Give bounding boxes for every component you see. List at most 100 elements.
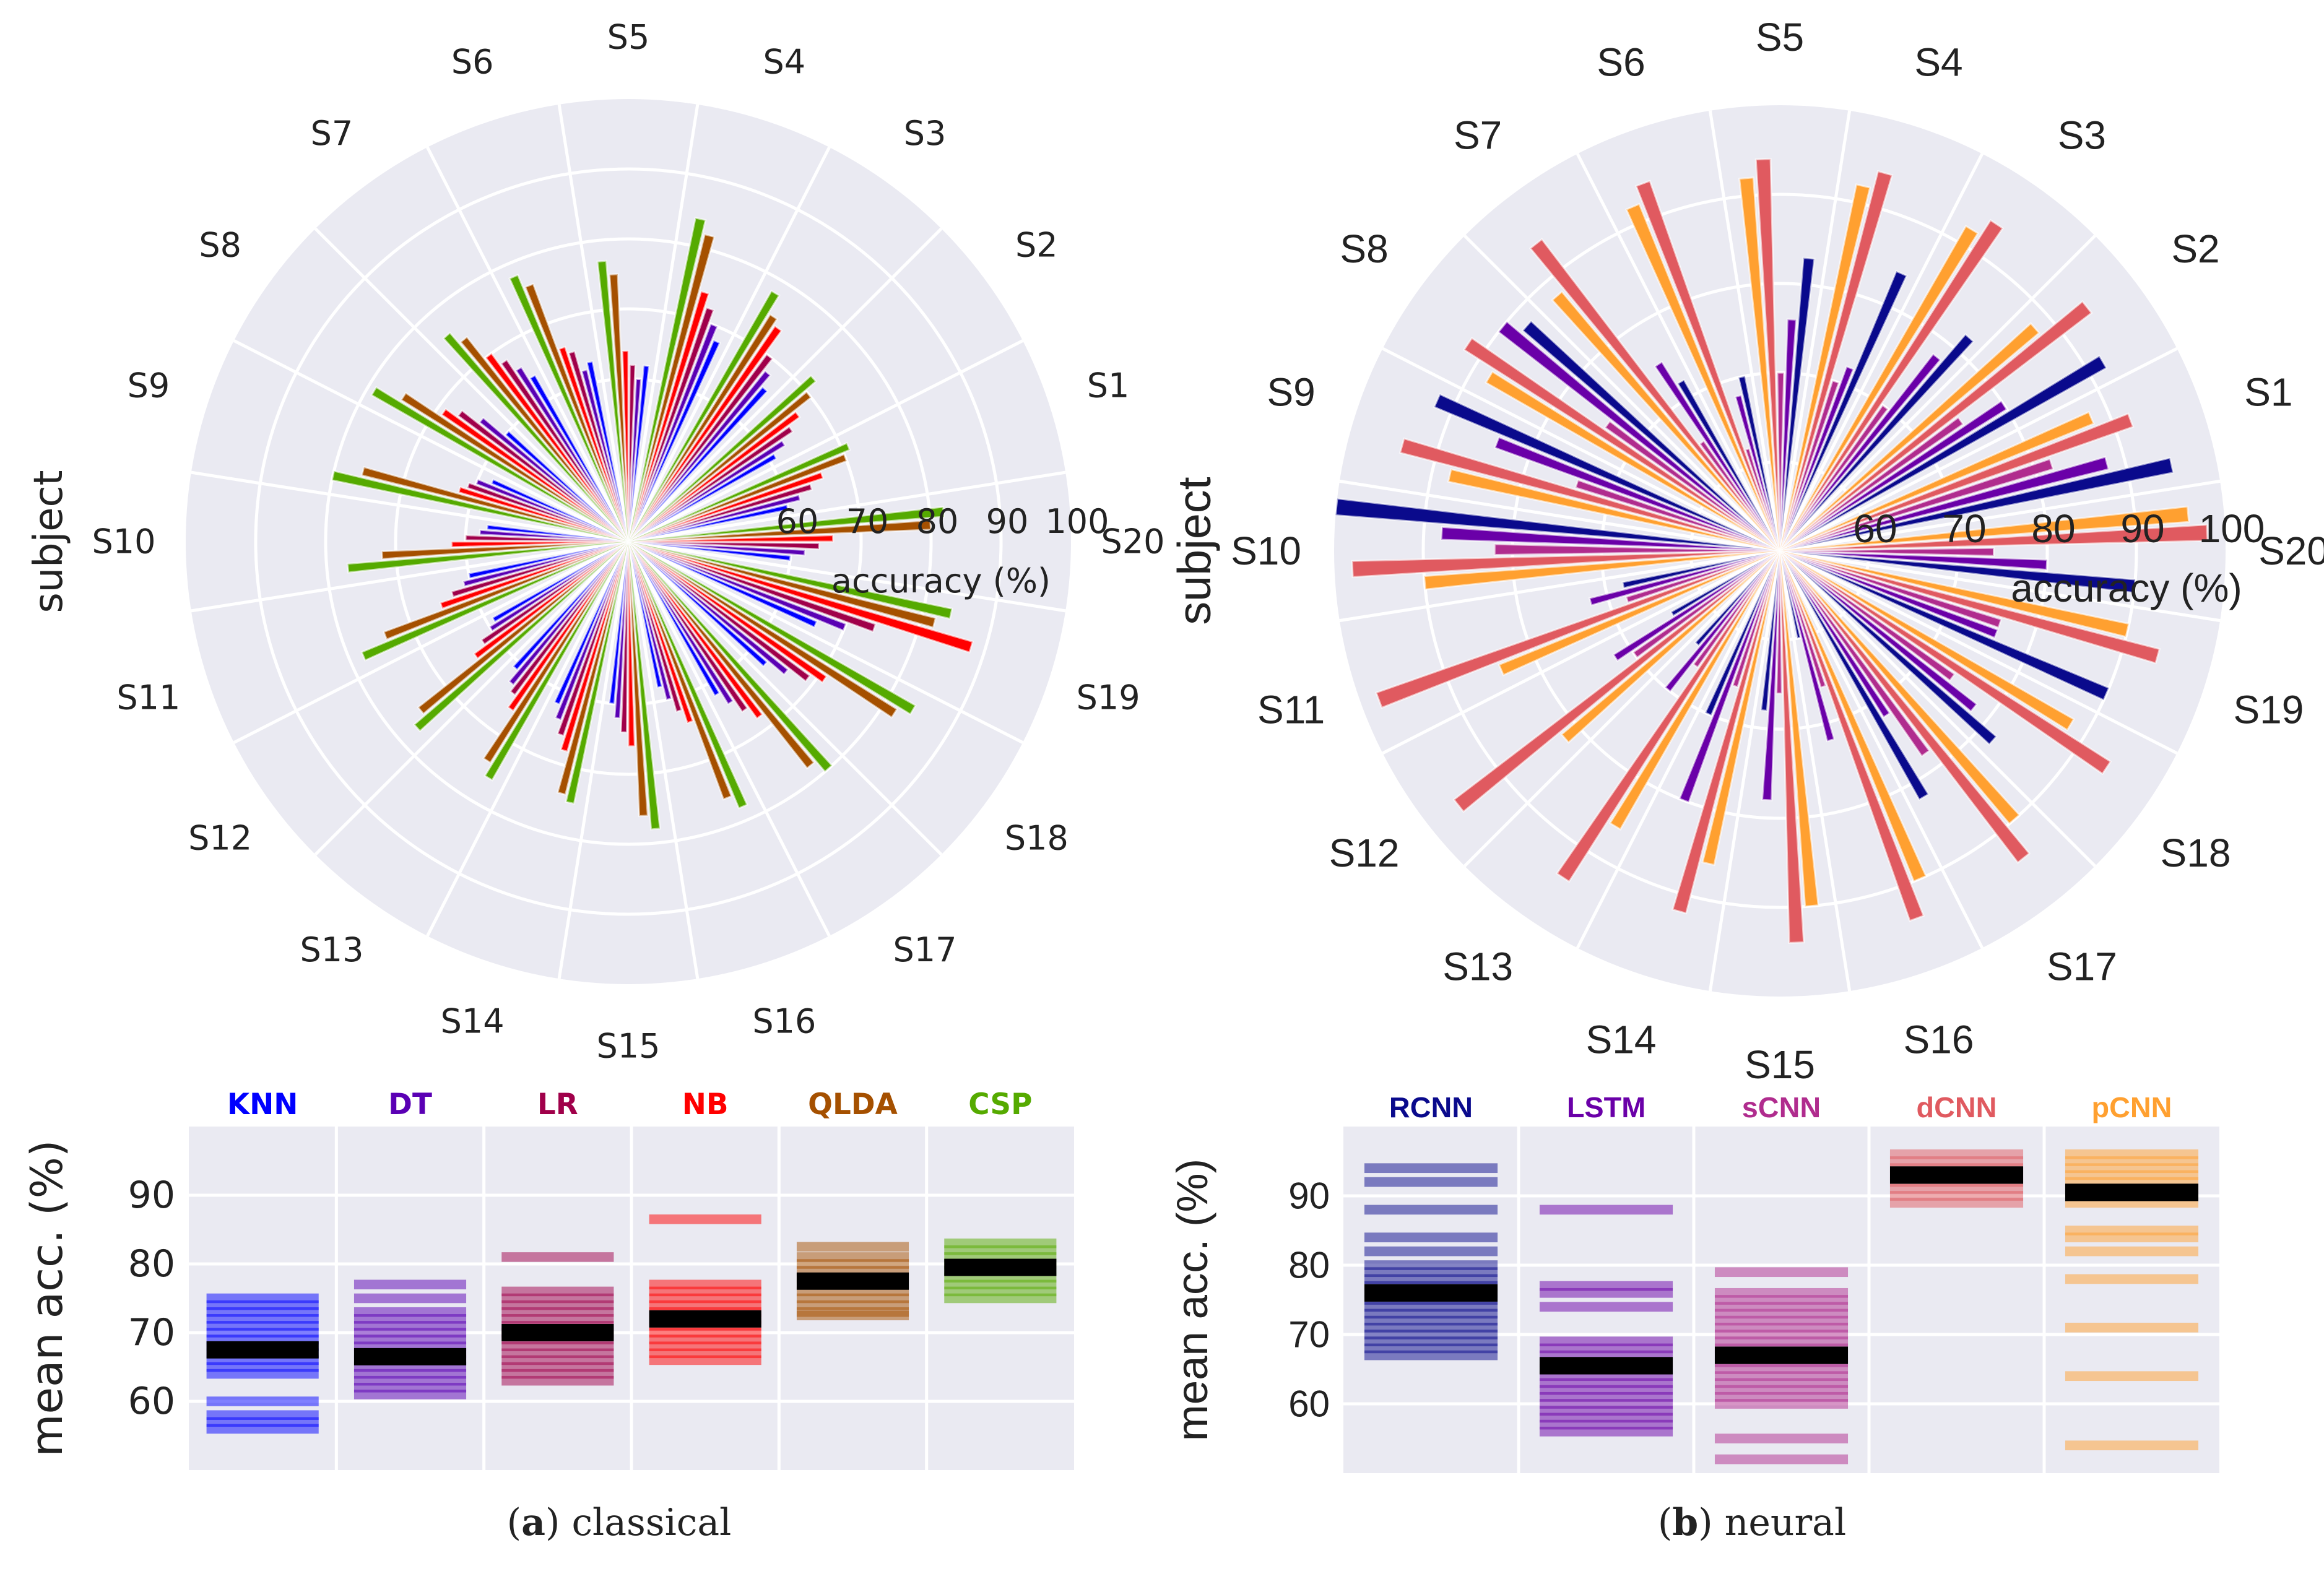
r-tick-label: 90 (2120, 506, 2164, 551)
r-tick-label: 90 (986, 502, 1029, 541)
bar-nb-s19 (628, 540, 974, 654)
bar-lstm-s19 (1779, 550, 2000, 639)
strip-line-pcnn (2065, 1232, 2199, 1243)
subject-label-s14: S14 (441, 1002, 505, 1041)
bar-rcnn-s3 (1779, 332, 1975, 552)
strip-mean-csp (944, 1258, 1057, 1276)
bar-pcnn-s20 (1779, 505, 2190, 552)
bar-qlda-s12 (417, 540, 629, 716)
polar-radial-gridline (1778, 550, 1984, 949)
polar-radial-gridline (627, 540, 831, 937)
subject-label-s20: S20 (2258, 529, 2324, 573)
bar-dcnn-s10 (1351, 550, 1780, 578)
polar-radial-gridline (1778, 110, 1852, 552)
bar-rcnn-s4 (1779, 269, 1908, 552)
subject-label-s6: S6 (451, 42, 494, 81)
bar-pcnn-s1 (1779, 410, 2096, 552)
bar-pcnn-s9 (1447, 468, 1780, 552)
y-axis-label: mean acc. (%) (21, 1140, 72, 1456)
bar-lstm-s7 (1654, 360, 1781, 552)
bar-scnn-s1 (1779, 457, 2055, 552)
strip-mean-dt (353, 1348, 467, 1365)
group-title-rcnn: RCNN (1389, 1091, 1473, 1123)
bar-csp-s3 (627, 289, 781, 542)
bar-lstm-s18 (1779, 550, 1979, 713)
subject-label-s7: S7 (1454, 113, 1502, 158)
subject-label-s2: S2 (2171, 227, 2219, 271)
polar-radial-gridline (191, 540, 629, 613)
bar-dcnn-s1 (1779, 412, 2135, 552)
bar-csp-s7 (442, 331, 630, 543)
bar-pcnn-s5 (1738, 176, 1781, 552)
bar-dcnn-s6 (1634, 180, 1781, 552)
strip-mean-dcnn (1889, 1166, 2024, 1184)
subject-label-s10: S10 (1231, 529, 1301, 573)
polar-gridline (394, 307, 863, 776)
strip-line-lstm (1539, 1302, 1673, 1312)
bar-dcnn-s7 (1528, 238, 1781, 552)
bar-scnn-s8 (1603, 420, 1780, 552)
polar-chart-neural: S1 S2 S3 S4 S5 S6 S7 S8 S9 S10 S11 S12 S13 S14 S15 S16 S… (1169, 15, 2324, 1087)
bar-lstm-s9 (1493, 436, 1780, 552)
bar-csp-s5 (596, 259, 630, 542)
bar-dcnn-s14 (1671, 550, 1781, 915)
strip-line-dt (353, 1279, 467, 1290)
bar-rcnn-s17 (1779, 550, 1930, 802)
polar-radial-gridline (628, 540, 1066, 613)
bar-pcnn-s3 (1779, 225, 1980, 552)
bar-dcnn-s19 (1779, 550, 2161, 665)
bar-csp-s10 (346, 540, 629, 574)
strip-line-knn (206, 1369, 319, 1379)
bar-dcnn-s8 (1462, 337, 1780, 552)
bar-csp-s1 (628, 441, 851, 543)
bar-rcnn-s8 (1521, 319, 1781, 552)
group-title-pcnn: pCNN (2092, 1091, 2172, 1123)
bar-pcnn-s16 (1779, 550, 1928, 883)
bar-nb-s4 (627, 290, 711, 542)
strip-line-dcnn (1889, 1198, 2024, 1208)
subject-label-s18: S18 (1005, 819, 1069, 858)
strip-line-qlda (796, 1310, 909, 1321)
subject-label-s19: S19 (2233, 687, 2304, 732)
bar-lr-s4 (627, 306, 715, 542)
polar-radial-gridline (1708, 550, 1782, 992)
subject-label-s15: S15 (597, 1027, 661, 1066)
bar-qlda-s18 (628, 540, 899, 719)
subject-label-s8: S8 (199, 225, 241, 264)
polar-radial-gridline (1463, 550, 1781, 867)
group-title-nb: NB (682, 1088, 729, 1122)
polar-radial-gridline (1576, 550, 1782, 949)
subject-label-s9: S9 (1267, 370, 1315, 415)
bar-csp-s11 (360, 540, 629, 662)
bar-dcnn-s3 (1779, 218, 2005, 552)
bar-dcnn-s15 (1779, 550, 1805, 944)
strip-line-knn (206, 1396, 319, 1406)
strip-chart-classical: 60 70 80 90 KNN DT LR NB QLDA CSP mean acc. (%) (21, 1088, 1074, 1470)
bar-lstm-s1 (1779, 456, 2110, 552)
subject-label-s17: S17 (2047, 944, 2117, 988)
strip-line-lstm (1539, 1287, 1673, 1298)
bar-dcnn-s2 (1779, 300, 2093, 552)
bar-pcnn-s15 (1779, 550, 1819, 908)
bar-lstm-s2 (1779, 399, 2008, 552)
bar-rcnn-s18 (1779, 550, 1998, 746)
polar-radial-gridline (191, 470, 629, 543)
bar-lstm-s10 (1440, 526, 1780, 552)
strip-line-rcnn (1364, 1163, 1498, 1174)
bar-rcnn-s5 (1779, 256, 1816, 552)
polar-radial-gridline (628, 470, 1066, 543)
strip-line-qlda (796, 1242, 909, 1252)
polar-radial-gridline (1779, 235, 2096, 552)
polar-radial-gridline (1576, 153, 1782, 552)
subject-label-s1: S1 (2244, 370, 2292, 415)
polar-radial-gridline (314, 540, 630, 856)
polar-radial-gridline (1779, 550, 2096, 867)
subject-label-s3: S3 (2058, 113, 2106, 158)
bar-scnn-s19 (1779, 550, 2003, 629)
strip-line-dt (353, 1293, 467, 1304)
y-tick-label: 70 (1288, 1314, 1330, 1356)
bar-lstm-s5 (1779, 318, 1798, 552)
bar-scnn-s17 (1779, 550, 1931, 758)
strip-line-knn (206, 1424, 319, 1434)
subject-label-s15: S15 (1745, 1042, 1815, 1087)
